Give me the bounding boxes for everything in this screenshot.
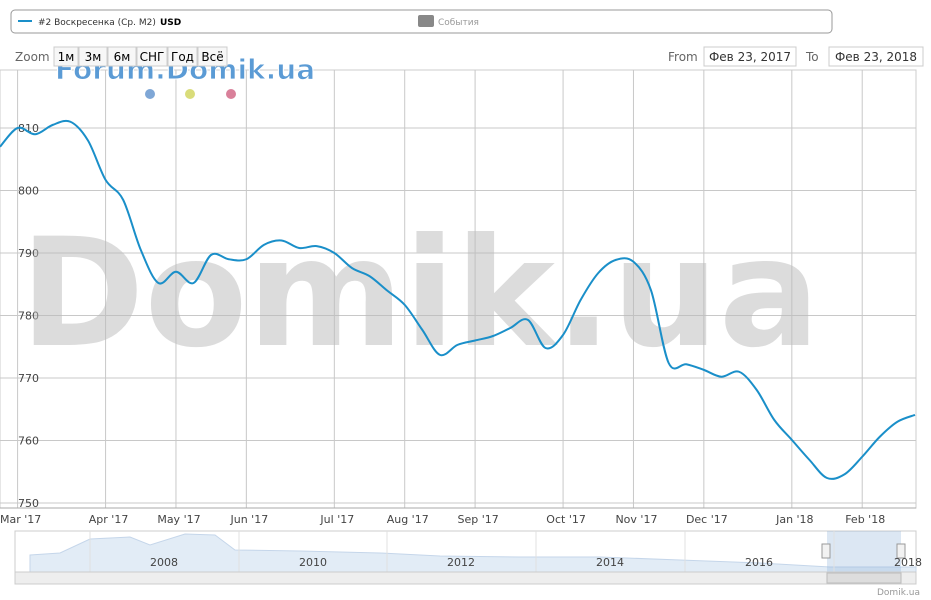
zoom-button-label[interactable]: 1м <box>58 50 75 64</box>
events-symbol <box>418 15 434 27</box>
from-label: From <box>668 50 698 64</box>
zoom-button-label[interactable]: Год <box>171 50 194 64</box>
legend-entry[interactable]: #2 Воскресенка (Ср. M2) <box>38 18 156 28</box>
navigator-year: 2014 <box>596 556 624 569</box>
to-value: Фев 23, 2018 <box>835 50 917 64</box>
zoom-label: Zoom <box>15 50 50 64</box>
navigator-year: 2008 <box>150 556 178 569</box>
plot-area <box>0 69 917 509</box>
navigator-year: 2010 <box>299 556 327 569</box>
legend-events[interactable]: События <box>438 18 479 28</box>
y-tick-label: 790 <box>18 247 39 260</box>
zoom-button-label[interactable]: Всё <box>201 50 223 64</box>
navigator-handle[interactable] <box>821 543 831 559</box>
x-tick-label: Jan '18 <box>775 513 813 526</box>
x-tick-label: Oct '17 <box>546 513 586 526</box>
y-tick-label: 750 <box>18 497 39 510</box>
x-tick-label: Jul '17 <box>319 513 354 526</box>
from-value: Фев 23, 2017 <box>709 50 791 64</box>
zoom-button-label[interactable]: СНГ <box>140 50 165 64</box>
x-tick-label: Aug '17 <box>387 513 429 526</box>
zoom-button[interactable] <box>53 46 79 67</box>
zoom-button-label[interactable]: 6м <box>114 50 131 64</box>
x-tick-label: Feb '18 <box>845 513 885 526</box>
navigator-area <box>29 533 917 573</box>
y-tick-label: 810 <box>18 122 39 135</box>
x-tick-label: May '17 <box>157 513 200 526</box>
y-tick-label: 760 <box>18 435 39 448</box>
zoom-button[interactable] <box>136 46 168 67</box>
dot <box>145 89 155 99</box>
x-tick-label: Mar '17 <box>0 513 41 526</box>
x-tick-label: Apr '17 <box>89 513 129 526</box>
x-tick-label: Nov '17 <box>615 513 657 526</box>
x-tick-label: Sep '17 <box>457 513 498 526</box>
navigator-year: 2012 <box>447 556 475 569</box>
watermark: Domik.ua <box>20 207 820 381</box>
zoom-button[interactable] <box>167 46 198 67</box>
series-line <box>0 119 916 480</box>
y-tick-label: 770 <box>18 372 39 385</box>
credit: Domik.ua <box>877 588 920 598</box>
dot <box>226 89 236 99</box>
zoom-button-label[interactable]: 3м <box>85 50 102 64</box>
y-tick-label: 800 <box>18 185 39 198</box>
navigator-mask[interactable] <box>827 531 901 572</box>
scrollbar[interactable] <box>14 571 917 585</box>
x-tick-label: Dec '17 <box>686 513 728 526</box>
to-input[interactable] <box>828 46 924 67</box>
navigator-year: 2016 <box>745 556 773 569</box>
zoom-button[interactable] <box>78 46 108 67</box>
navigator-year: 2018 <box>894 556 922 569</box>
scrollbar-thumb[interactable] <box>826 572 902 584</box>
from-input[interactable] <box>703 46 797 67</box>
legend-unit: USD <box>160 18 181 28</box>
to-label: To <box>805 50 819 64</box>
zoom-button[interactable] <box>107 46 137 67</box>
dot <box>185 89 195 99</box>
y-tick-label: 780 <box>18 310 39 323</box>
navigator-handle[interactable] <box>896 543 906 559</box>
zoom-button[interactable] <box>197 46 228 67</box>
x-tick-label: Jun '17 <box>229 513 268 526</box>
